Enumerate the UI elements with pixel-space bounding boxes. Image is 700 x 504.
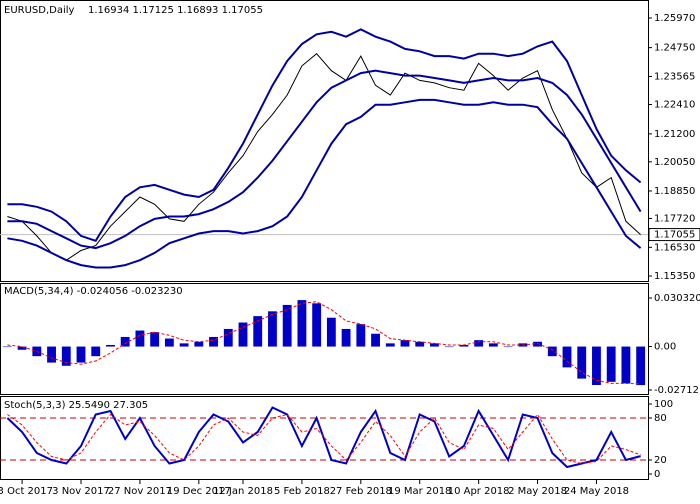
bar [223, 328, 233, 347]
bar [474, 340, 484, 347]
x-tick-label: 10 Apr 2018 [448, 486, 510, 497]
bar [488, 343, 498, 347]
bar [47, 346, 56, 363]
y-tick-label: 100 [654, 399, 673, 410]
chart-title: EURUSD,Daily [4, 5, 75, 16]
bar [371, 333, 380, 347]
y-tick-label: 1.15350 [654, 271, 695, 282]
bar [76, 346, 86, 363]
price-panel [0, 0, 649, 282]
x-tick-label: 24 May 2018 [564, 486, 629, 497]
x-tick-label: 23 Oct 2017 [0, 486, 53, 497]
bar [150, 332, 160, 347]
bar [253, 316, 263, 347]
y-tick-label: 0.00 [654, 342, 676, 353]
bar [621, 346, 631, 384]
bar [400, 340, 410, 347]
y-tick-label: -0.027121 [654, 385, 700, 396]
bar [459, 344, 469, 347]
bar [2, 346, 12, 348]
y-tick-label: 1.21200 [654, 129, 695, 140]
bar [415, 341, 425, 347]
stoch-title: Stoch(5,3,3) 25.5490 27.305 [4, 400, 148, 411]
series-line [6, 406, 641, 469]
bar [91, 346, 101, 357]
bar [209, 336, 218, 347]
series-line [7, 98, 642, 269]
bar [430, 343, 439, 347]
macd-title: MACD(5,34,4) -0.024056 -0.023230 [4, 286, 183, 297]
bar [592, 346, 601, 386]
x-tick-label: 27 Feb 2018 [330, 486, 392, 497]
y-tick-label: 1.22410 [654, 99, 695, 110]
bar [444, 346, 454, 348]
bar [341, 328, 351, 347]
y-tick-label: 1.25970 [654, 13, 695, 24]
bar [577, 346, 587, 379]
series-line [7, 53, 641, 261]
x-tick-label: 3 Nov 2017 [52, 486, 110, 497]
y-tick-label: 1.20050 [654, 157, 695, 168]
series-line [7, 413, 641, 465]
y-tick-label: 0 [654, 469, 660, 480]
bar [282, 304, 292, 347]
bar [297, 300, 307, 347]
last-price-label: 1.17055 [654, 230, 695, 241]
x-tick-label: 12 Jan 2018 [213, 486, 273, 497]
bar [135, 330, 145, 347]
bar [194, 341, 204, 347]
x-tick-label: 2 May 2018 [508, 486, 567, 497]
y-tick-label: 1.23565 [654, 71, 695, 82]
bar [636, 346, 646, 386]
bar [562, 346, 572, 368]
macd-panel [0, 283, 649, 395]
bar [326, 317, 336, 347]
bar [533, 341, 542, 347]
bar [17, 346, 27, 350]
x-tick-label: 19 Dec 2017 [167, 486, 231, 497]
x-tick-label: 19 Mar 2018 [388, 486, 451, 497]
bar [106, 344, 115, 347]
x-tick-label: 5 Feb 2018 [274, 486, 330, 497]
y-tick-label: 20 [654, 455, 667, 466]
bar [356, 324, 366, 347]
ohlc-values: 1.16934 1.17125 1.16893 1.17055 [88, 5, 263, 16]
y-tick-label: 1.17720 [654, 213, 695, 224]
series-line [7, 301, 641, 385]
bar [385, 343, 395, 347]
x-tick-label: 27 Nov 2017 [108, 486, 172, 497]
y-tick-label: 1.24750 [654, 43, 695, 54]
y-tick-label: 80 [654, 413, 667, 424]
bar [61, 346, 71, 366]
bar [312, 303, 322, 347]
stoch-panel [0, 396, 649, 480]
bar [120, 336, 130, 347]
series-line [7, 28, 642, 243]
bar [606, 346, 616, 382]
series-line [7, 69, 642, 250]
bar [164, 338, 174, 347]
bar [179, 343, 189, 347]
bar [547, 346, 557, 357]
y-tick-label: 1.18850 [654, 186, 695, 197]
bar [238, 322, 248, 347]
last-price-box [648, 228, 700, 242]
bar [503, 346, 513, 348]
y-tick-label: 0.030320 [654, 293, 700, 304]
bar [268, 311, 277, 347]
y-tick-label: 1.16530 [654, 242, 695, 253]
